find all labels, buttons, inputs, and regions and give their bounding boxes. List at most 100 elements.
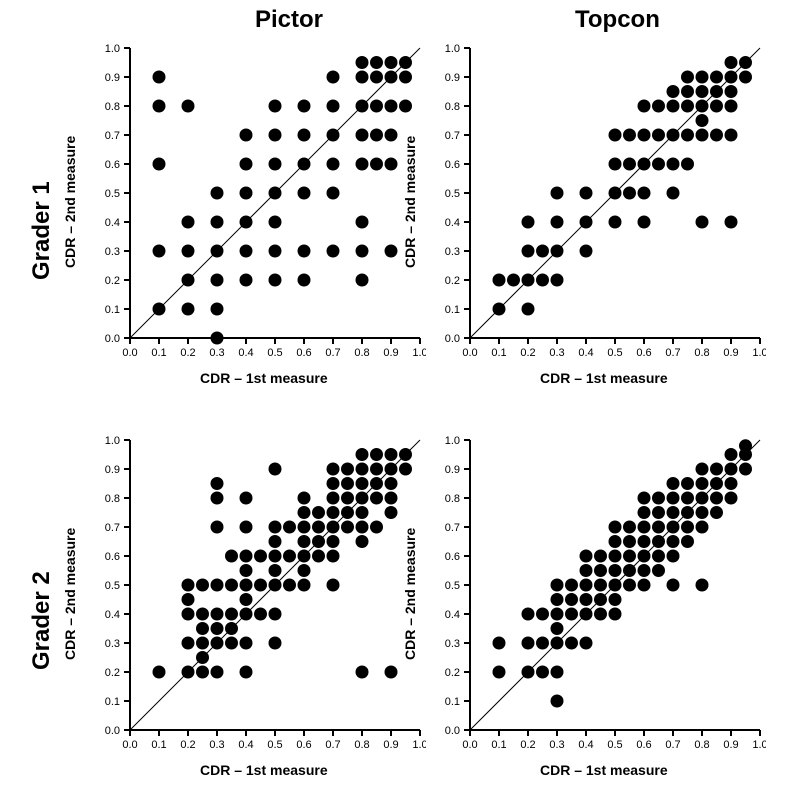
svg-text:0.5: 0.5 xyxy=(607,347,622,359)
svg-text:0.6: 0.6 xyxy=(636,347,651,359)
svg-text:0.8: 0.8 xyxy=(694,739,709,751)
svg-text:0.3: 0.3 xyxy=(209,347,224,359)
svg-text:0.9: 0.9 xyxy=(723,347,738,359)
figure-root: Pictor Topcon Grader 1 Grader 2 0.00.10.… xyxy=(0,0,800,803)
svg-text:0.3: 0.3 xyxy=(549,347,564,359)
svg-text:0.6: 0.6 xyxy=(105,551,120,563)
col-title-pictor: Pictor xyxy=(255,6,323,34)
svg-text:0.4: 0.4 xyxy=(445,609,460,621)
svg-text:0.7: 0.7 xyxy=(325,739,340,751)
svg-text:0.1: 0.1 xyxy=(491,739,506,751)
svg-text:0.5: 0.5 xyxy=(267,739,282,751)
svg-text:0.0: 0.0 xyxy=(462,347,477,359)
y-axis-label: CDR – 2nd measure xyxy=(402,528,418,660)
svg-text:0.0: 0.0 xyxy=(462,739,477,751)
svg-text:0.8: 0.8 xyxy=(105,101,120,113)
x-axis-label: CDR – 1st measure xyxy=(200,762,328,778)
svg-text:0.3: 0.3 xyxy=(105,246,120,258)
svg-text:0.8: 0.8 xyxy=(105,493,120,505)
svg-text:0.8: 0.8 xyxy=(445,101,460,113)
svg-text:0.6: 0.6 xyxy=(445,551,460,563)
svg-text:0.3: 0.3 xyxy=(445,246,460,258)
scatter-panel-g1-pictor: 0.00.10.20.30.40.50.60.70.80.91.00.00.10… xyxy=(84,42,426,378)
svg-text:0.9: 0.9 xyxy=(445,464,460,476)
svg-text:0.2: 0.2 xyxy=(105,275,120,287)
y-axis-label: CDR – 2nd measure xyxy=(62,528,78,660)
svg-text:0.6: 0.6 xyxy=(445,159,460,171)
svg-text:0.0: 0.0 xyxy=(105,725,120,737)
svg-text:0.3: 0.3 xyxy=(105,638,120,650)
svg-text:0.1: 0.1 xyxy=(151,347,166,359)
svg-text:0.3: 0.3 xyxy=(549,739,564,751)
svg-text:0.2: 0.2 xyxy=(520,739,535,751)
y-axis-label: CDR – 2nd measure xyxy=(402,136,418,268)
svg-text:1.0: 1.0 xyxy=(445,43,460,55)
svg-text:0.9: 0.9 xyxy=(105,72,120,84)
svg-text:0.0: 0.0 xyxy=(122,347,137,359)
svg-text:0.3: 0.3 xyxy=(209,739,224,751)
svg-text:0.1: 0.1 xyxy=(491,347,506,359)
svg-text:1.0: 1.0 xyxy=(752,347,766,359)
svg-text:0.7: 0.7 xyxy=(105,522,120,534)
svg-text:0.5: 0.5 xyxy=(105,188,120,200)
svg-text:1.0: 1.0 xyxy=(752,739,766,751)
svg-text:0.4: 0.4 xyxy=(445,217,460,229)
svg-text:0.4: 0.4 xyxy=(238,739,253,751)
svg-text:1.0: 1.0 xyxy=(105,435,120,447)
svg-text:0.7: 0.7 xyxy=(665,739,680,751)
svg-text:0.5: 0.5 xyxy=(607,739,622,751)
svg-text:0.7: 0.7 xyxy=(105,130,120,142)
svg-text:0.3: 0.3 xyxy=(445,638,460,650)
x-axis-label: CDR – 1st measure xyxy=(540,762,668,778)
svg-text:0.2: 0.2 xyxy=(445,275,460,287)
scatter-panel-g2-pictor: 0.00.10.20.30.40.50.60.70.80.91.00.00.10… xyxy=(84,434,426,770)
svg-text:0.4: 0.4 xyxy=(578,739,593,751)
svg-text:0.0: 0.0 xyxy=(105,333,120,345)
svg-text:0.9: 0.9 xyxy=(445,72,460,84)
svg-text:0.7: 0.7 xyxy=(325,347,340,359)
svg-text:0.1: 0.1 xyxy=(445,696,460,708)
svg-text:0.9: 0.9 xyxy=(723,739,738,751)
row-title-grader2: Grader 2 xyxy=(28,571,56,670)
svg-text:0.6: 0.6 xyxy=(296,347,311,359)
svg-text:0.2: 0.2 xyxy=(105,667,120,679)
svg-text:0.5: 0.5 xyxy=(445,580,460,592)
svg-text:0.2: 0.2 xyxy=(180,739,195,751)
svg-text:0.7: 0.7 xyxy=(445,130,460,142)
y-axis-label: CDR – 2nd measure xyxy=(62,136,78,268)
svg-text:0.4: 0.4 xyxy=(238,347,253,359)
svg-text:0.1: 0.1 xyxy=(151,739,166,751)
svg-text:0.5: 0.5 xyxy=(445,188,460,200)
svg-text:0.9: 0.9 xyxy=(383,739,398,751)
x-axis-label: CDR – 1st measure xyxy=(200,370,328,386)
svg-text:0.6: 0.6 xyxy=(105,159,120,171)
scatter-panel-g1-topcon: 0.0 0.1 0.2 0.3 0.4 0.5 0.6 0.7 0.8 0.9 1.0 0.0 0.1 0… xyxy=(424,42,766,378)
svg-text:0.4: 0.4 xyxy=(578,347,593,359)
scatter-panel-g2-topcon: 0.0 0.1 0.2 0.3 0.4 0.5 0.6 0.7 0.8 0.9 1.0 0.0 0.1 0… xyxy=(424,434,766,770)
svg-text:0.2: 0.2 xyxy=(180,347,195,359)
svg-text:0.6: 0.6 xyxy=(296,739,311,751)
svg-text:0.8: 0.8 xyxy=(354,347,369,359)
svg-text:0.5: 0.5 xyxy=(105,580,120,592)
svg-text:0.4: 0.4 xyxy=(105,609,120,621)
svg-text:1.0: 1.0 xyxy=(105,43,120,55)
row-title-grader1: Grader 1 xyxy=(28,181,56,280)
svg-text:0.1: 0.1 xyxy=(105,696,120,708)
svg-text:0.2: 0.2 xyxy=(445,667,460,679)
svg-text:0.0: 0.0 xyxy=(445,725,460,737)
svg-text:0.8: 0.8 xyxy=(445,493,460,505)
svg-text:0.5: 0.5 xyxy=(267,347,282,359)
svg-text:0.8: 0.8 xyxy=(694,347,709,359)
svg-text:0.7: 0.7 xyxy=(445,522,460,534)
x-axis-label: CDR – 1st measure xyxy=(540,370,668,386)
svg-text:0.1: 0.1 xyxy=(445,304,460,316)
svg-text:1.0: 1.0 xyxy=(445,435,460,447)
svg-text:0.2: 0.2 xyxy=(520,347,535,359)
svg-text:0.6: 0.6 xyxy=(636,739,651,751)
svg-text:0.0: 0.0 xyxy=(445,333,460,345)
col-title-topcon: Topcon xyxy=(575,6,660,34)
svg-text:0.9: 0.9 xyxy=(383,347,398,359)
svg-text:0.9: 0.9 xyxy=(105,464,120,476)
svg-text:0.7: 0.7 xyxy=(665,347,680,359)
svg-text:0.8: 0.8 xyxy=(354,739,369,751)
